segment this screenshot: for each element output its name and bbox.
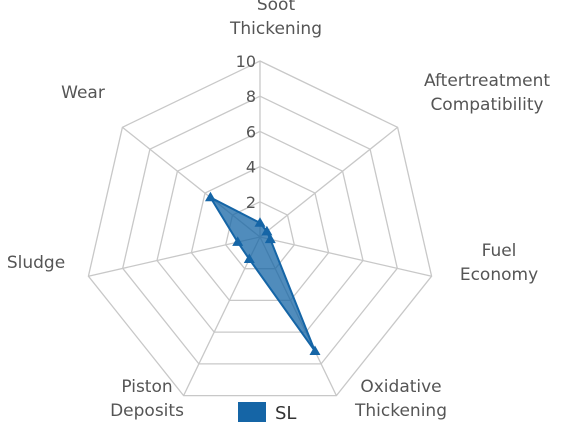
grid-ring-10: [87, 60, 433, 397]
axis-label-0-line-0: Soot: [257, 0, 296, 15]
tick-label-4: 4: [246, 158, 256, 177]
tick-label-10: 10: [236, 52, 256, 71]
data-point-4[interactable]: [243, 253, 255, 264]
axis-label-2-line-0: Fuel: [482, 241, 517, 261]
tick-label-2: 2: [246, 193, 256, 212]
axis-label-4-line-1: Deposits: [110, 401, 184, 421]
series-area-sl[interactable]: [209, 196, 316, 353]
tick-label-6: 6: [246, 122, 256, 141]
axis-label-3-line-1: Thickening: [354, 401, 447, 421]
spoke-1: [259, 126, 399, 238]
grid-ring-6: [156, 130, 364, 333]
axis-label-6-line-0: Wear: [61, 83, 105, 103]
axis-label-1-line-1: Compatibility: [430, 95, 543, 115]
grid-ring-8: [121, 95, 399, 365]
spoke-5: [88, 236, 261, 277]
axis-label-0-line-1: Thickening: [229, 19, 322, 39]
legend[interactable]: SL: [238, 402, 296, 424]
data-point-6[interactable]: [204, 191, 216, 202]
data-point-3[interactable]: [309, 345, 321, 355]
data-point-5[interactable]: [232, 236, 244, 246]
axis-label-1-line-0: Aftertreatment: [424, 71, 550, 91]
axis-labels: Soot Thickening Aftertreatment Compatibilit…: [7, 0, 551, 421]
radial-tick-labels: 2 4 6 8 10: [236, 52, 256, 212]
radar-series: [204, 191, 321, 355]
legend-label-sl[interactable]: SL: [275, 403, 296, 424]
legend-swatch-sl[interactable]: [238, 402, 266, 422]
tick-label-8: 8: [246, 87, 256, 106]
data-point-0[interactable]: [254, 217, 266, 227]
grid-ring-4: [190, 165, 330, 302]
radar-grid: [87, 60, 433, 397]
spoke-4: [183, 236, 261, 396]
axis-label-5-line-0: Sludge: [7, 253, 65, 273]
axis-label-4-line-0: Piston: [121, 377, 172, 397]
data-point-2[interactable]: [264, 233, 276, 244]
axis-label-2-line-1: Economy: [460, 265, 538, 285]
spoke-2: [259, 236, 432, 277]
axis-label-3-line-0: Oxidative: [360, 377, 441, 397]
data-point-1[interactable]: [261, 225, 273, 236]
